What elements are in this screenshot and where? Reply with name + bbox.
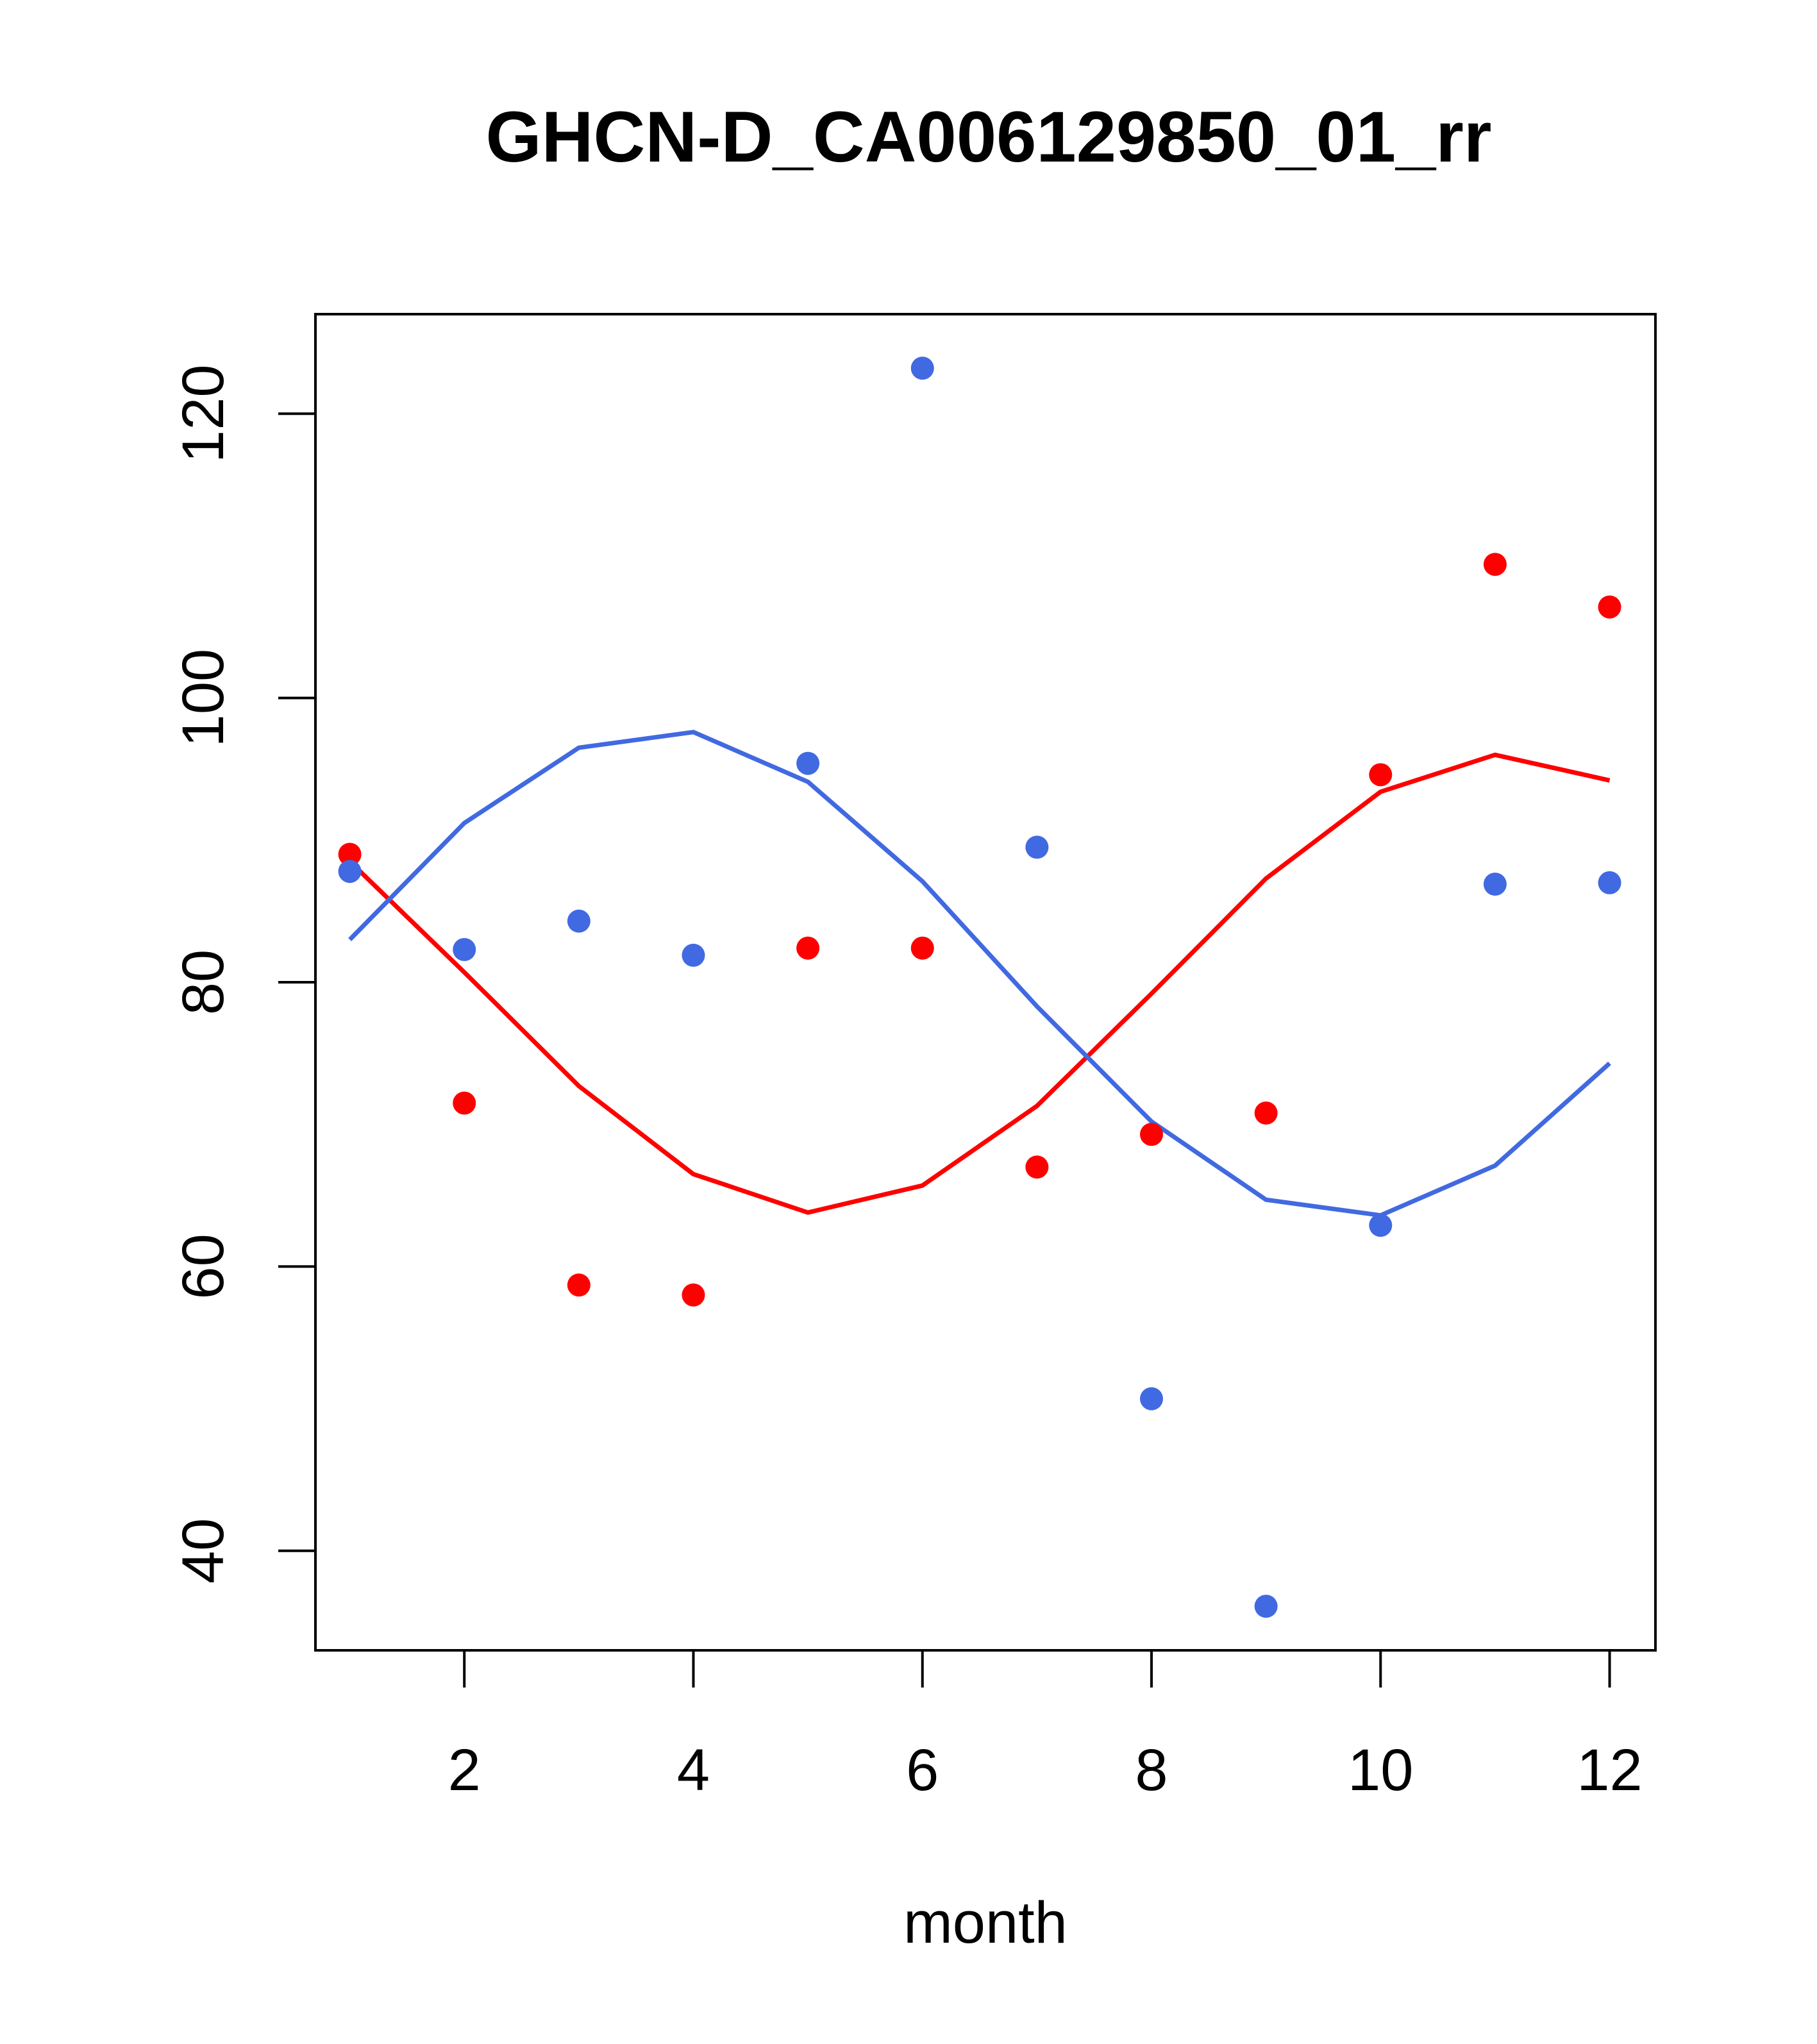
x-tick-label: 4: [677, 1738, 710, 1803]
series-2-point: [1598, 871, 1621, 894]
series-2-point: [682, 943, 705, 967]
x-tick-label: 6: [906, 1738, 939, 1803]
chart-title: GHCN-D_CA006129850_01_rr: [486, 97, 1492, 177]
x-tick-label: 12: [1577, 1738, 1642, 1803]
series-2-point: [1254, 1595, 1278, 1618]
series-2-point: [796, 751, 820, 775]
series-points: [338, 356, 1621, 1618]
series-2-line: [348, 730, 1611, 1218]
series-1-point: [796, 936, 820, 960]
series-2-point: [910, 356, 934, 380]
y-tick-label: 80: [171, 950, 236, 1015]
y-tick-label: 40: [171, 1518, 236, 1584]
series-1-point: [1369, 763, 1393, 787]
series-1-point: [338, 842, 362, 866]
y-axis: 40 60 80 100 120: [171, 364, 317, 1584]
series-1-point: [1025, 1155, 1049, 1179]
series-2-point: [1483, 873, 1507, 896]
x-axis-label: month: [903, 1890, 1068, 1956]
series-2-point: [338, 860, 362, 884]
series-2-point: [453, 938, 476, 962]
y-tick-label: 60: [171, 1234, 236, 1299]
series-1-point: [910, 936, 934, 960]
series-2-point: [567, 909, 590, 933]
x-axis: 2 4 6 8 10 12: [448, 1649, 1643, 1803]
series-lines: [348, 730, 1611, 1218]
series-1-point: [1483, 553, 1507, 576]
series-1-point: [453, 1091, 476, 1115]
series-1-line: [348, 752, 1611, 1215]
y-tick-label: 100: [171, 649, 236, 748]
series-2-point: [1025, 835, 1049, 859]
x-tick-label: 2: [448, 1738, 481, 1803]
x-tick-label: 10: [1348, 1738, 1413, 1803]
series-1-point: [682, 1283, 705, 1307]
series-2-point: [1140, 1387, 1164, 1411]
series-1-point: [1254, 1101, 1278, 1125]
series-2-point: [1369, 1214, 1393, 1237]
x-tick-label: 8: [1135, 1738, 1168, 1803]
plot-frame: [314, 313, 1657, 1652]
series-1-point: [1598, 595, 1621, 619]
y-tick-label: 120: [171, 364, 236, 463]
series-1-point: [567, 1273, 590, 1297]
series-1-point: [1140, 1123, 1164, 1146]
